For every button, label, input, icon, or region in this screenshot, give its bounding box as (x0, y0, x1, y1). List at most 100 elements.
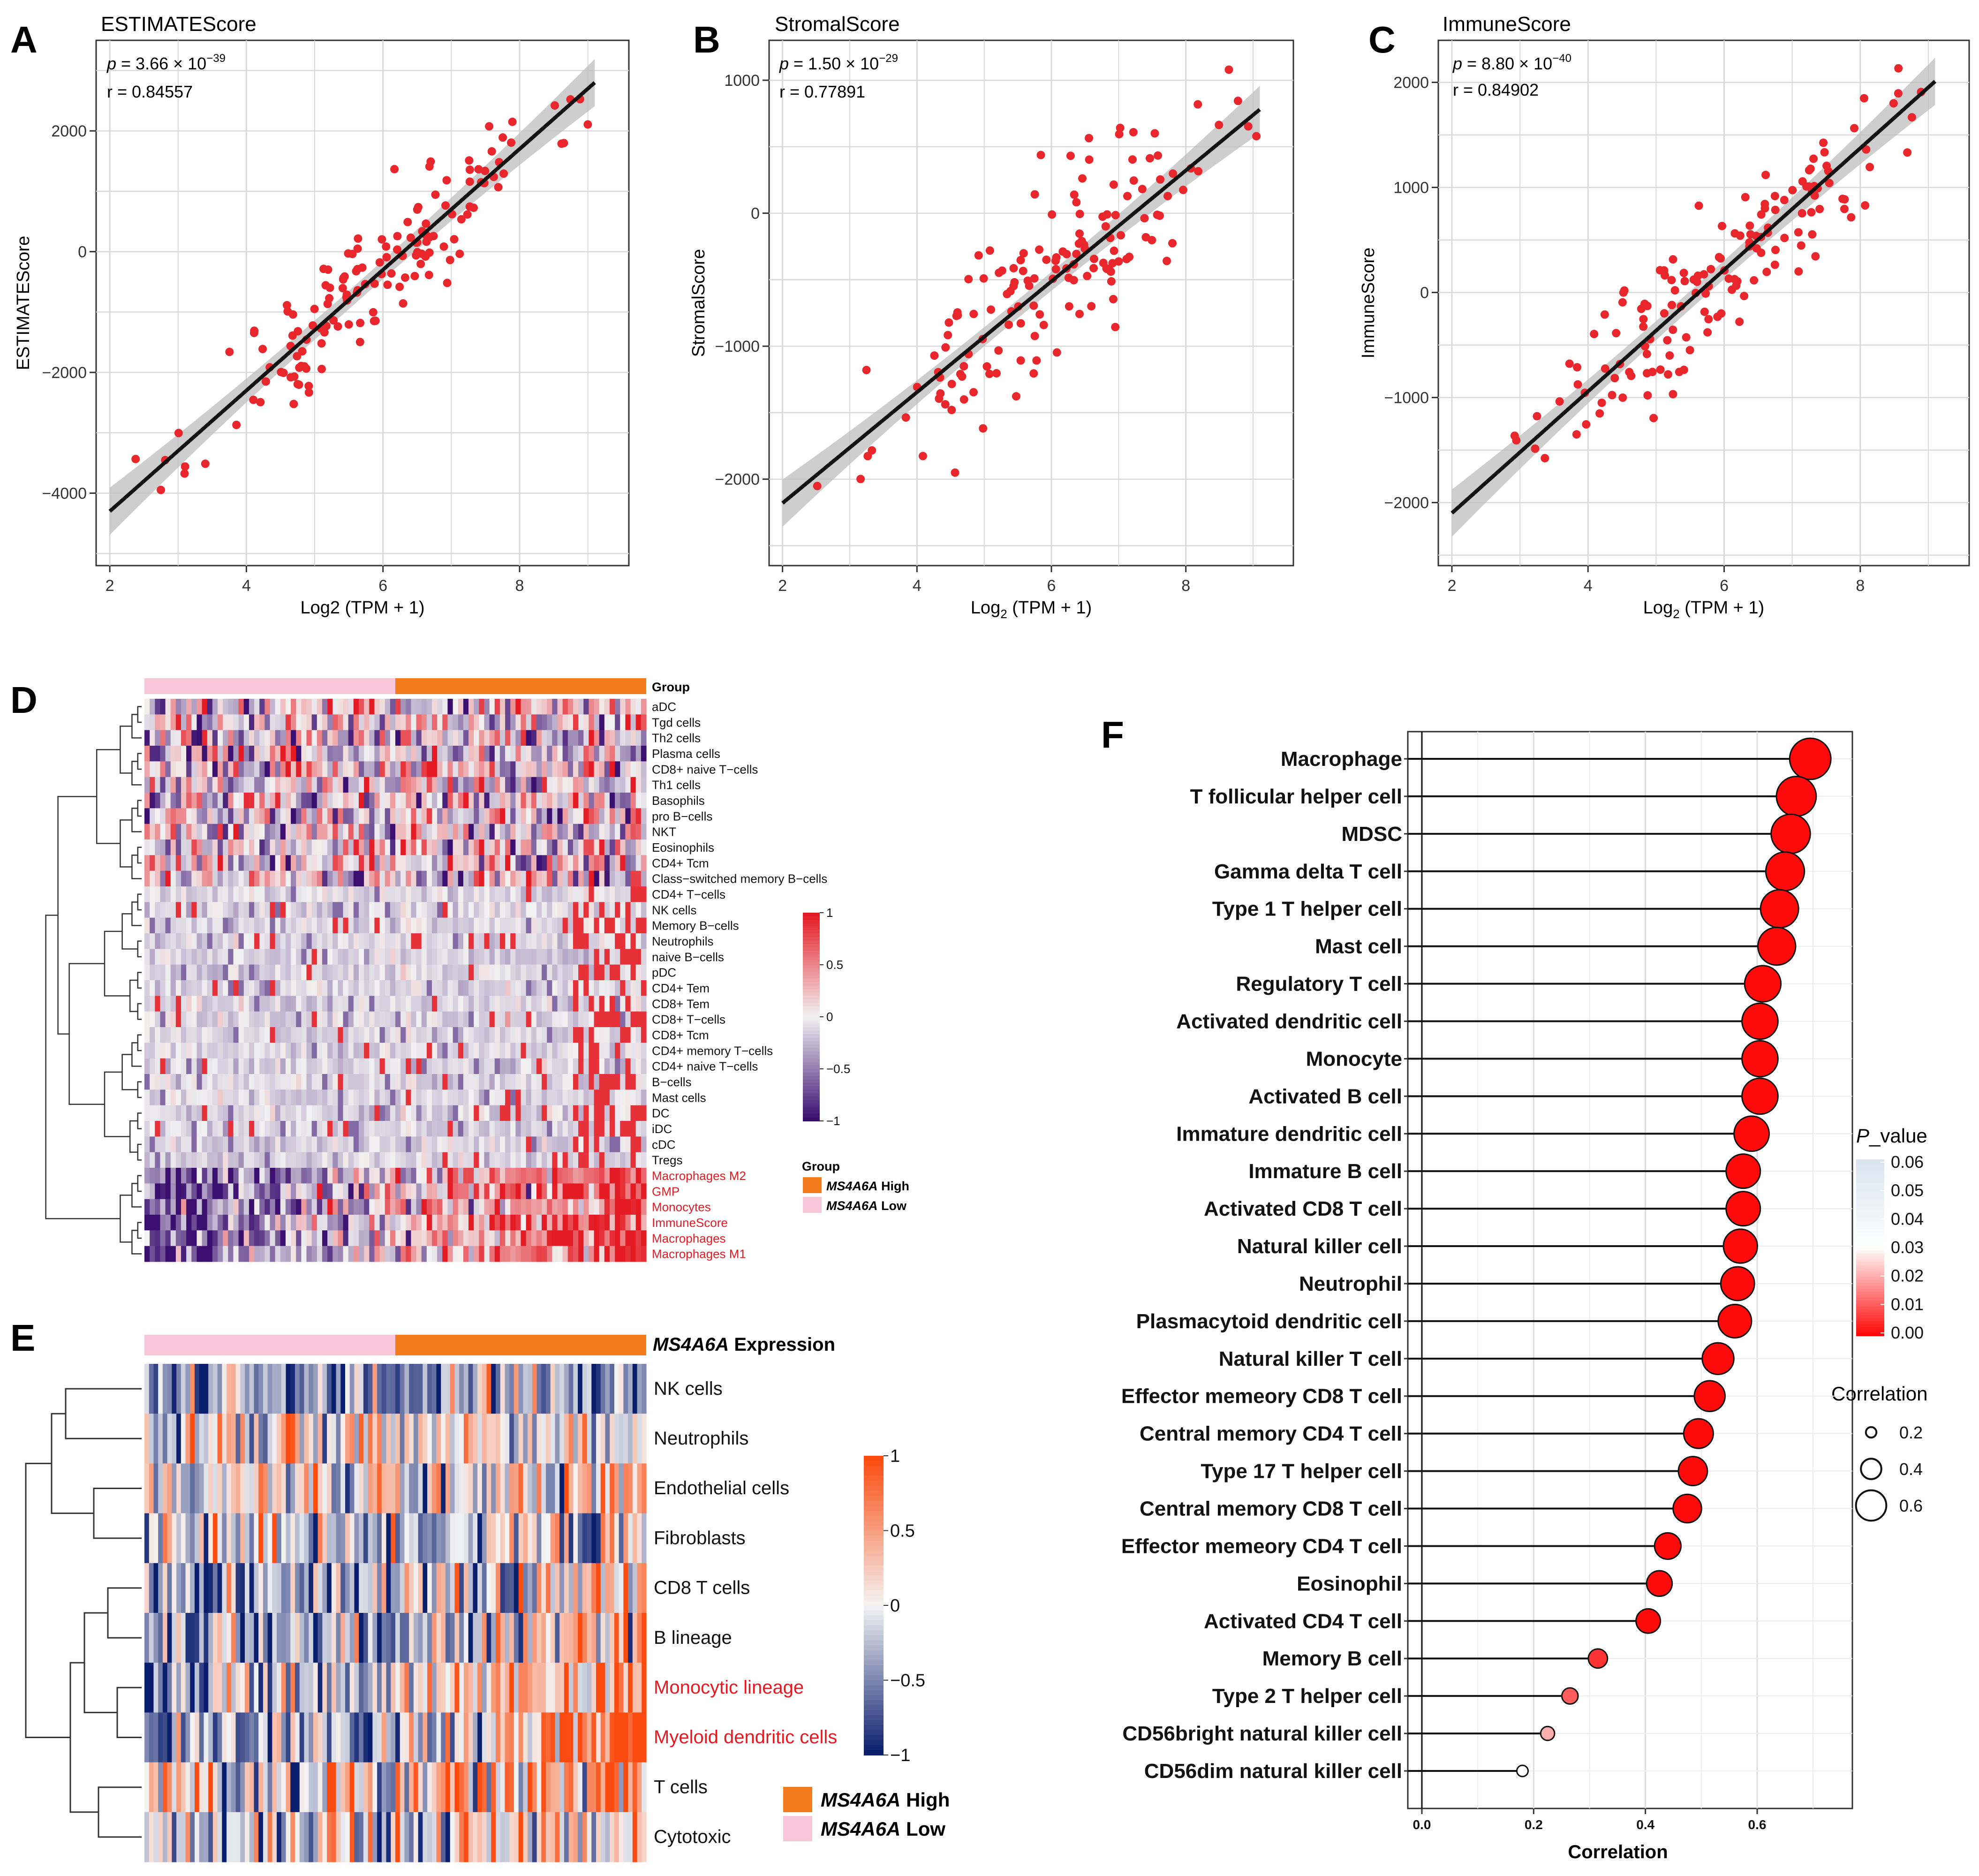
heatmap-cell (486, 1613, 491, 1663)
heatmap-cell (306, 1011, 312, 1028)
heatmap-cell (578, 949, 584, 965)
heatmap-cell (233, 761, 239, 778)
heatmap-cell (358, 933, 364, 949)
heatmap-cell (391, 1414, 396, 1464)
heatmap-cell (175, 1136, 181, 1153)
heatmap-cell (536, 1199, 542, 1215)
heatmap-cell (327, 1215, 333, 1231)
heatmap-cell (386, 1613, 391, 1663)
heatmap-cell (499, 824, 506, 840)
heatmap-cell (390, 980, 396, 996)
heatmap-cell (296, 1011, 302, 1028)
heatmap-cell (296, 824, 302, 840)
heatmap-cell (243, 1152, 249, 1168)
heatmap-cell (385, 1152, 391, 1168)
heatmap-cell (591, 1563, 597, 1613)
heatmap-cell (181, 964, 187, 981)
heatmap-cell (559, 1613, 565, 1663)
heatmap-cell (155, 1168, 161, 1184)
heatmap-cell (309, 1463, 314, 1514)
heatmap-cell (218, 1027, 223, 1043)
heatmap-cell (238, 917, 244, 934)
scatter-point (298, 347, 307, 356)
heatmap-cell (479, 1074, 485, 1090)
heatmap-cell (437, 1089, 443, 1106)
heatmap-cell (515, 1043, 521, 1059)
heatmap-cell (630, 1027, 636, 1043)
heatmap-cell (275, 1043, 281, 1059)
heatmap-cell (172, 1513, 177, 1564)
heatmap-cell (327, 761, 333, 778)
heatmap-cell (404, 1663, 409, 1713)
heatmap-cell (191, 1152, 197, 1168)
heatmap-cell (404, 1364, 409, 1414)
heatmap-cell (536, 1043, 542, 1059)
heatmap-cell (228, 1105, 234, 1121)
heatmap-cell (437, 1105, 443, 1121)
heatmap-cell (165, 1199, 171, 1215)
heatmap-cell (552, 1215, 558, 1231)
heatmap-row-label: CD4+ T−cells (652, 887, 725, 901)
heatmap-cell (191, 1183, 197, 1200)
heatmap-cell (212, 1230, 218, 1247)
heatmap-cell (395, 793, 401, 809)
heatmap-cell (510, 1136, 516, 1153)
heatmap-cell (155, 933, 161, 949)
heatmap-cell (499, 1199, 506, 1215)
heatmap-cell (207, 917, 213, 934)
heatmap-cell (390, 1199, 396, 1215)
heatmap-cell (223, 917, 228, 934)
scale-bar-segment (803, 1086, 820, 1090)
heatmap-cell (374, 902, 380, 918)
heatmap-cell (489, 1168, 495, 1184)
heatmap-cell (270, 1168, 276, 1184)
heatmap-cell (353, 949, 359, 965)
heatmap-cell (223, 1043, 228, 1059)
heatmap-cell (190, 1414, 195, 1464)
scatter-point (1595, 409, 1604, 418)
heatmap-cell (447, 1011, 453, 1028)
heatmap-cell (489, 917, 495, 934)
heatmap-cell (172, 1663, 177, 1713)
heatmap-cell (431, 1563, 437, 1613)
heatmap-cell (144, 980, 150, 996)
heatmap-cell (568, 1414, 574, 1464)
heatmap-cell (531, 1230, 537, 1247)
heatmap-cell (521, 699, 527, 715)
heatmap-cell (432, 980, 438, 996)
scatter-point (1694, 201, 1703, 210)
heatmap-cell (442, 840, 448, 855)
heatmap-cell (463, 1183, 469, 1200)
heatmap-cell (416, 1105, 422, 1121)
heatmap-cell (270, 746, 276, 762)
heatmap-cell (191, 886, 197, 902)
heatmap-cell (228, 1246, 234, 1262)
heatmap-cell (322, 870, 328, 887)
heatmap-cell (641, 933, 647, 949)
heatmap-cell (484, 886, 490, 902)
heatmap-cell (338, 964, 344, 981)
heatmap-cell (620, 917, 626, 934)
heatmap-cell (170, 746, 176, 762)
heatmap-cell (331, 1563, 337, 1613)
heatmap-cell (228, 933, 234, 949)
heatmap-cell (578, 933, 584, 949)
scatter-point (457, 215, 466, 224)
heatmap-cell (150, 996, 155, 1012)
heatmap-cell (175, 886, 181, 902)
heatmap-cell (385, 1043, 391, 1059)
heatmap-cell (150, 730, 155, 746)
heatmap-cell (413, 1414, 419, 1464)
heatmap-cell (358, 980, 364, 996)
scatter-point (1138, 185, 1147, 194)
heatmap-cell (359, 1414, 364, 1464)
heatmap-cell (150, 1011, 155, 1028)
heatmap-cell (567, 1246, 574, 1262)
heatmap-cell (515, 730, 521, 746)
heatmap-cell (212, 1168, 218, 1184)
scatter-point (974, 251, 983, 260)
scatter-point (1019, 249, 1028, 258)
scatter-point (1660, 309, 1669, 318)
heatmap-cell (547, 761, 552, 778)
scatter-point (1111, 211, 1120, 219)
